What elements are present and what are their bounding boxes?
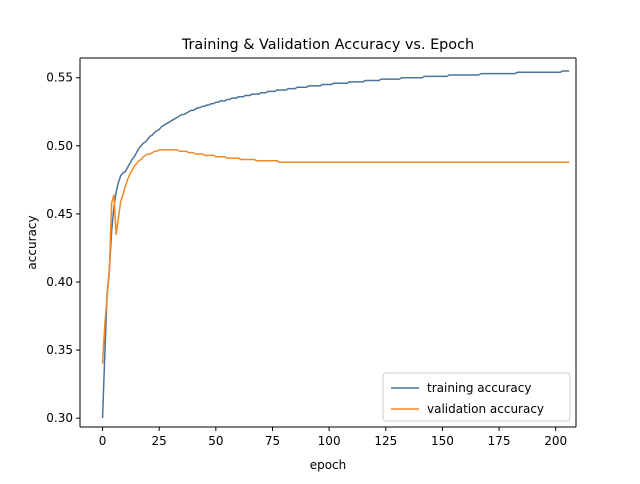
y-axis-label: accuracy [25, 215, 39, 269]
legend-label-training: training accuracy [427, 381, 531, 395]
x-tick-label: 75 [265, 434, 280, 448]
y-tick-label: 0.30 [46, 411, 73, 425]
x-tick-label: 25 [152, 434, 167, 448]
x-tick-label: 175 [488, 434, 511, 448]
x-tick-label: 200 [544, 434, 567, 448]
x-tick-label: 0 [99, 434, 107, 448]
chart-title: Training & Validation Accuracy vs. Epoch [181, 37, 474, 53]
series-line-validation [101, 149, 570, 364]
y-tick-label: 0.50 [46, 139, 73, 153]
plot-area [80, 58, 576, 427]
legend-box [382, 372, 571, 422]
x-tick-label: 125 [374, 434, 397, 448]
series-line-training [101, 70, 570, 419]
x-tick-label: 50 [208, 434, 223, 448]
x-axis-label: epoch [310, 458, 347, 472]
y-tick-label: 0.40 [46, 275, 73, 289]
legend-label-validation: validation accuracy [427, 402, 544, 416]
x-tick-label: 100 [318, 434, 341, 448]
y-tick-label: 0.55 [46, 71, 73, 85]
y-tick-label: 0.35 [46, 343, 73, 357]
x-tick-label: 150 [431, 434, 454, 448]
y-tick-label: 0.45 [46, 207, 73, 221]
